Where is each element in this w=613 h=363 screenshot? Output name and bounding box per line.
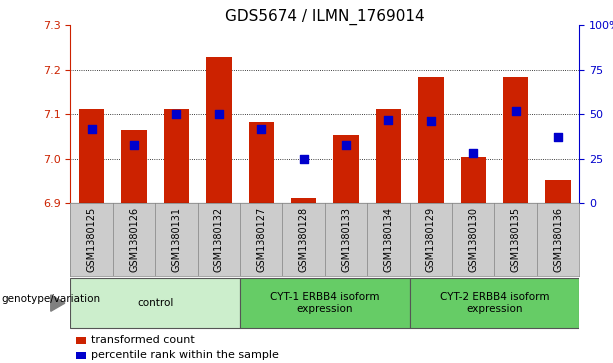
Text: percentile rank within the sample: percentile rank within the sample [91, 351, 279, 360]
Text: GSM1380127: GSM1380127 [256, 207, 266, 272]
Text: GSM1380128: GSM1380128 [299, 207, 309, 272]
Polygon shape [51, 295, 65, 311]
Text: control: control [137, 298, 173, 308]
Point [214, 111, 224, 117]
Point [426, 119, 436, 125]
FancyBboxPatch shape [70, 278, 240, 328]
Text: GSM1380133: GSM1380133 [341, 207, 351, 272]
Text: GSM1380126: GSM1380126 [129, 207, 139, 272]
Bar [460, 158, 486, 203]
Bar [291, 198, 316, 203]
Point [87, 126, 97, 131]
Bar [376, 109, 401, 203]
Point [172, 111, 181, 117]
Bar [546, 180, 571, 203]
Point [468, 151, 478, 156]
Text: GSM1380130: GSM1380130 [468, 207, 478, 272]
Point [384, 117, 394, 123]
Bar [418, 77, 444, 203]
Bar [75, 337, 86, 344]
Text: GSM1380129: GSM1380129 [426, 207, 436, 272]
Bar [503, 77, 528, 203]
Point [341, 142, 351, 147]
FancyBboxPatch shape [240, 278, 409, 328]
Bar [75, 352, 86, 359]
Text: GSM1380132: GSM1380132 [214, 207, 224, 272]
Text: GSM1380134: GSM1380134 [384, 207, 394, 272]
Point [299, 156, 308, 162]
Bar [249, 122, 274, 203]
Text: CYT-2 ERBB4 isoform
expression: CYT-2 ERBB4 isoform expression [440, 292, 549, 314]
Point [553, 135, 563, 140]
Point [511, 108, 520, 114]
Bar [333, 135, 359, 203]
Bar [79, 109, 104, 203]
Text: transformed count: transformed count [91, 335, 194, 346]
FancyBboxPatch shape [409, 278, 579, 328]
Bar [206, 57, 232, 203]
Title: GDS5674 / ILMN_1769014: GDS5674 / ILMN_1769014 [225, 9, 425, 25]
Text: CYT-1 ERBB4 isoform
expression: CYT-1 ERBB4 isoform expression [270, 292, 379, 314]
Bar [164, 109, 189, 203]
Text: GSM1380135: GSM1380135 [511, 207, 520, 272]
Text: GSM1380125: GSM1380125 [86, 207, 97, 272]
Point [256, 126, 266, 131]
Text: genotype/variation: genotype/variation [2, 294, 101, 305]
Bar [121, 130, 147, 203]
Point [129, 142, 139, 147]
Text: GSM1380131: GSM1380131 [172, 207, 181, 272]
Text: GSM1380136: GSM1380136 [553, 207, 563, 272]
